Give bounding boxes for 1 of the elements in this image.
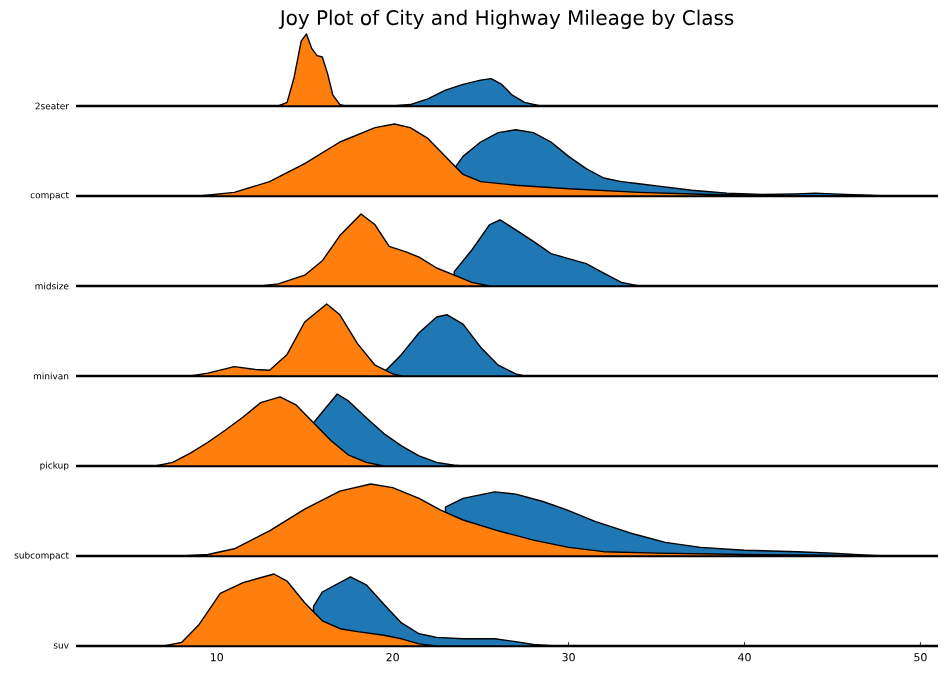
chart-title: Joy Plot of City and Highway Mileage by Class [278, 9, 734, 30]
